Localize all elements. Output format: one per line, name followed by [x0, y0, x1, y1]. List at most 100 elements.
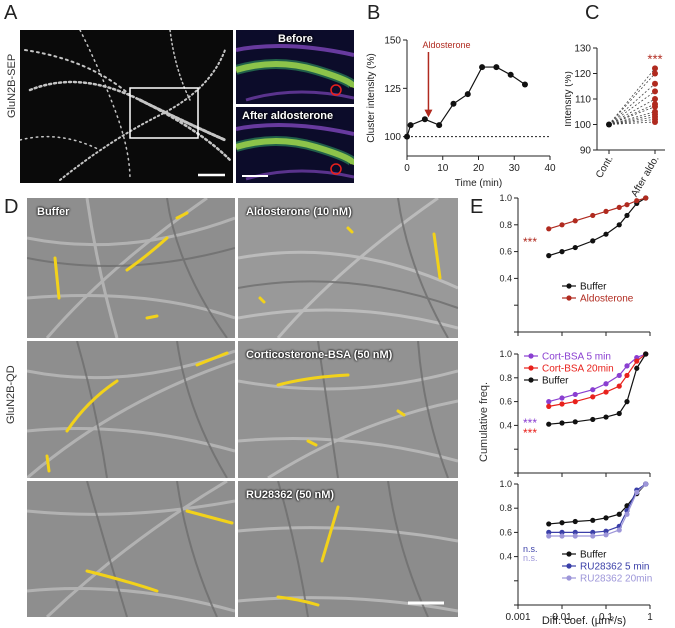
e-point — [590, 387, 596, 393]
e-point — [624, 212, 630, 219]
b-point — [507, 71, 514, 78]
e-point — [634, 365, 640, 371]
e-y-tick-label: 1.0 — [499, 193, 512, 203]
b-x-tick-label: 0 — [404, 163, 410, 174]
e-point — [572, 391, 578, 398]
b-x-tick-label: 30 — [509, 163, 521, 174]
b-y-tick-label: 100 — [384, 132, 401, 143]
e-legend-label: Cort-BSA 20min — [542, 364, 614, 375]
panel-e-ylabel: Cumulative freq. — [478, 381, 490, 462]
tile-cortbsa-left — [27, 341, 235, 478]
e-point — [590, 394, 596, 400]
b-point — [521, 81, 528, 88]
c-pair-line — [608, 119, 656, 125]
c-y-tick-label: 120 — [574, 69, 591, 80]
b-point — [493, 64, 500, 71]
tile-aldosterone-image — [238, 198, 458, 338]
e-point — [616, 511, 622, 517]
tile-ru28362: RU28362 (50 nM) — [238, 481, 458, 617]
e-y-tick-label: 0.6 — [499, 247, 512, 257]
e-point — [624, 363, 630, 369]
e-point — [559, 529, 565, 535]
e-point — [546, 421, 552, 427]
panel-d-label: D — [4, 196, 19, 218]
c-y-tick-label: 90 — [580, 146, 592, 157]
e-point — [616, 372, 622, 379]
e-series-line — [548, 483, 647, 537]
e-point — [616, 527, 622, 533]
panel-c-label: C — [585, 2, 600, 24]
e-legend-swatch — [528, 353, 534, 359]
b-point — [479, 64, 486, 71]
c-pair-line — [608, 106, 656, 125]
inset-before-image — [236, 44, 354, 102]
e-x-tick-label: 0.1 — [599, 612, 613, 623]
e-point — [603, 231, 609, 237]
b-y-label: Cluster intensity (%) — [366, 53, 377, 142]
e-point — [634, 198, 640, 204]
tile-cortbsa-caption: Corticosterone-BSA (50 nM) — [246, 349, 393, 361]
c-after-point — [652, 70, 658, 77]
e-y-tick-label: 0.8 — [499, 503, 512, 513]
b-point — [450, 100, 457, 107]
panel-d-ylabel: GluN2B-QD — [5, 365, 17, 424]
e-point — [546, 399, 552, 405]
b-x-tick-label: 40 — [544, 163, 556, 174]
e-series-line — [548, 483, 647, 533]
c-pair-line — [608, 83, 656, 125]
c-y-tick-label: 130 — [574, 44, 591, 55]
e-legend-label: RU28362 5 min — [580, 562, 649, 573]
e-point — [634, 358, 640, 364]
b-x-tick-label: 10 — [437, 163, 449, 174]
c-pair-line — [608, 73, 656, 125]
e-point — [572, 533, 578, 539]
e-x-label: Diff. coef. (µm²/s) — [542, 615, 626, 627]
e-y-tick-label: 0.4 — [499, 273, 512, 283]
e-legend-swatch — [566, 575, 572, 581]
e-legend-swatch — [528, 365, 534, 371]
c-significance: *** — [647, 51, 662, 66]
roi-box — [129, 87, 199, 139]
e-point — [572, 399, 578, 405]
e-point — [590, 529, 596, 535]
e-y-tick-label: 1.0 — [499, 349, 512, 359]
c-after-point — [652, 65, 658, 72]
e-point — [572, 529, 578, 535]
b-x-label: Time (min) — [455, 178, 502, 189]
e-point — [559, 249, 565, 255]
inset-before-caption: Before — [278, 33, 313, 45]
e-point — [559, 401, 565, 407]
e-point — [616, 383, 622, 389]
e-sig-mid-1: *** — [523, 416, 537, 430]
e-y-tick-label: 0.6 — [499, 527, 512, 537]
e-y-tick-label: 1.0 — [499, 479, 512, 489]
e-point — [603, 381, 609, 387]
e-point — [546, 253, 552, 259]
e-point — [643, 481, 649, 487]
b-x-tick-label: 20 — [473, 163, 485, 174]
e-x-tick-label: 1 — [647, 612, 653, 623]
b-annotation-label: Aldosterone — [422, 40, 470, 50]
e-point — [603, 528, 609, 534]
tile-ru28362-caption: RU28362 (50 nM) — [246, 489, 335, 501]
e-ns-1: n.s. — [523, 544, 538, 554]
e-point — [603, 208, 609, 214]
e-point — [624, 202, 630, 208]
e-legend-swatch — [566, 283, 572, 289]
e-legend-swatch — [566, 551, 572, 557]
b-y-tick-label: 150 — [384, 36, 401, 47]
e-point — [590, 517, 596, 523]
e-point — [559, 222, 565, 228]
micrograph-neuron — [20, 30, 233, 183]
e-legend-label: Buffer — [580, 282, 607, 293]
b-point — [436, 122, 443, 129]
inset-after: After aldosterone — [236, 107, 354, 183]
c-pair-line — [608, 103, 656, 125]
e-point — [624, 372, 630, 379]
b-point — [404, 133, 410, 140]
e-legend-label: RU28362 20min — [580, 574, 652, 585]
e-point — [624, 399, 630, 405]
e-point — [590, 238, 596, 244]
e-point — [643, 351, 649, 357]
c-y-tick-label: 110 — [575, 95, 591, 106]
